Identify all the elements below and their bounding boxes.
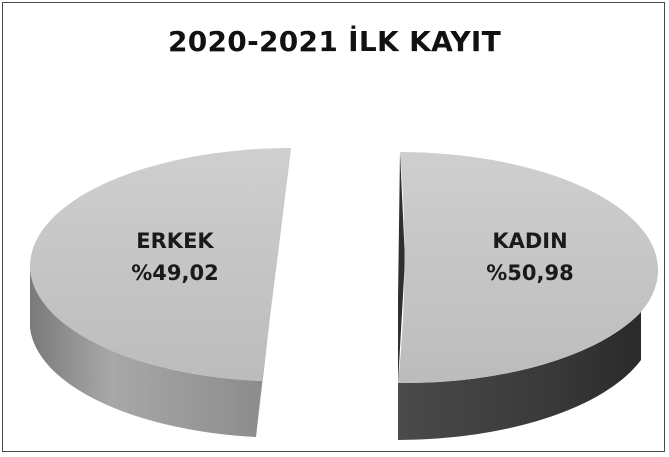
chart-title: 2020-2021 İLK KAYIT xyxy=(167,25,502,58)
slice-erkek-name: ERKEK xyxy=(136,229,214,253)
slice-kadin-top xyxy=(398,152,659,384)
slice-kadin-name: KADIN xyxy=(492,229,567,253)
pie-slice-erkek: ERKEK %49,02 xyxy=(30,148,291,437)
pie-slice-kadin: KADIN %50,98 xyxy=(398,152,659,440)
slice-kadin-side xyxy=(398,312,641,440)
slice-erkek-side xyxy=(30,266,262,437)
slice-kadin-percent: %50,98 xyxy=(486,261,573,285)
slice-erkek-percent: %49,02 xyxy=(131,261,218,285)
slice-erkek-top xyxy=(30,148,291,381)
slice-kadin-edge xyxy=(398,152,405,383)
